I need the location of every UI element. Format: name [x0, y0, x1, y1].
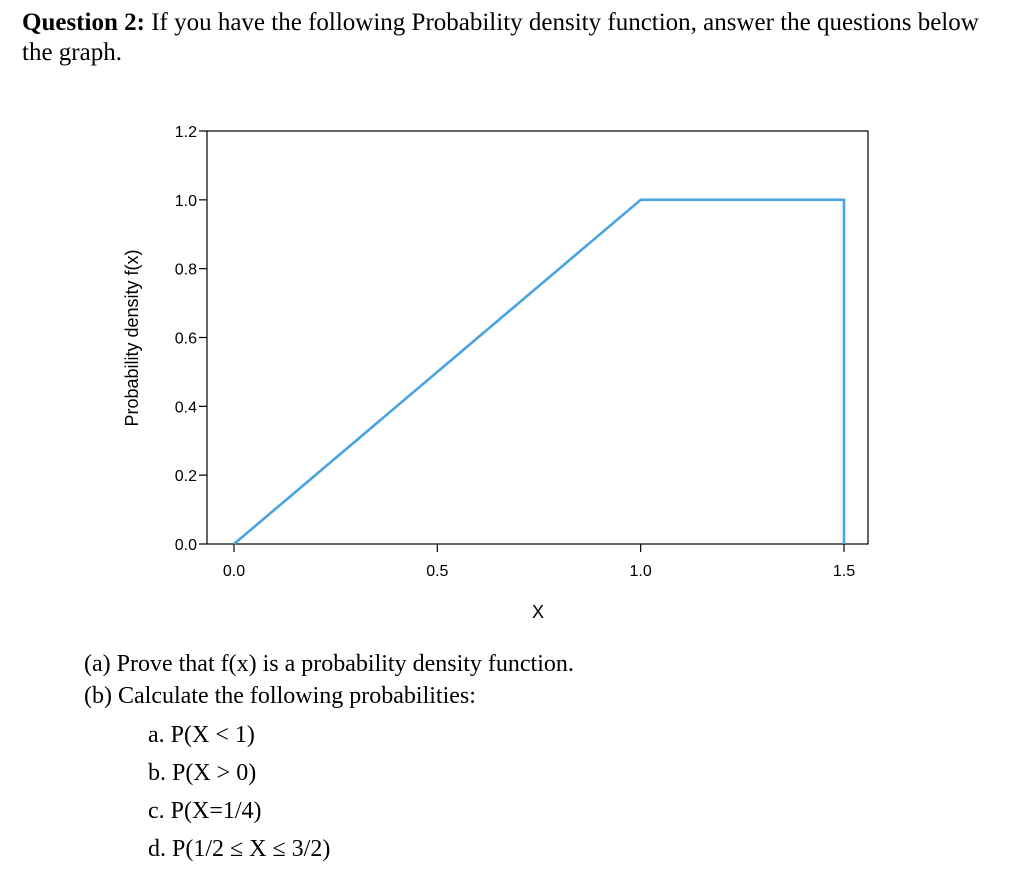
y-tick-label: 1.2 — [175, 124, 197, 141]
x-tick-label: 0.5 — [426, 563, 448, 580]
probability-list: a. P(X < 1) b. P(X > 0) c. P(X=1/4) d. P… — [148, 716, 574, 868]
y-tick-label: 0.0 — [175, 537, 197, 554]
x-tick-label: 1.5 — [833, 563, 855, 580]
pdf-chart: 0.0 0.2 0.4 0.6 0.8 1.0 1.2 0.0 0.5 1.0 1.5 X Pro… — [122, 124, 869, 622]
series-layer — [233, 198, 846, 545]
y-axis: 0.0 0.2 0.4 0.6 0.8 1.0 1.2 — [175, 124, 207, 554]
y-tick-label: 0.8 — [175, 262, 197, 279]
part-b: (b) Calculate the following probabilitie… — [84, 683, 476, 709]
part-a: (a) Prove that f(x) is a probability den… — [84, 651, 574, 677]
y-tick-label: 1.0 — [175, 193, 197, 210]
y-axis-label: Probability density f(x) — [122, 249, 142, 426]
question-label: Question 2: — [22, 9, 145, 36]
probability-item: d. P(1/2 ≤ X ≤ 3/2) — [148, 836, 331, 862]
sub-questions: (a) Prove that f(x) is a probability den… — [84, 648, 574, 868]
x-tick-label: 1.0 — [630, 563, 652, 580]
probability-item: b. P(X > 0) — [148, 760, 257, 786]
x-axis-label: X — [532, 602, 544, 622]
probability-item: a. P(X < 1) — [148, 722, 255, 748]
y-tick-label: 0.2 — [175, 468, 197, 485]
pdf-line — [233, 198, 846, 545]
probability-item: c. P(X=1/4) — [148, 798, 262, 824]
x-axis: 0.0 0.5 1.0 1.5 — [223, 544, 855, 580]
question-prompt: Question 2: If you have the following Pr… — [22, 8, 1002, 68]
y-tick-label: 0.6 — [175, 331, 197, 348]
question-text: If you have the following Probability de… — [22, 9, 979, 66]
x-tick-label: 0.0 — [223, 563, 245, 580]
y-tick-label: 0.4 — [175, 399, 197, 416]
